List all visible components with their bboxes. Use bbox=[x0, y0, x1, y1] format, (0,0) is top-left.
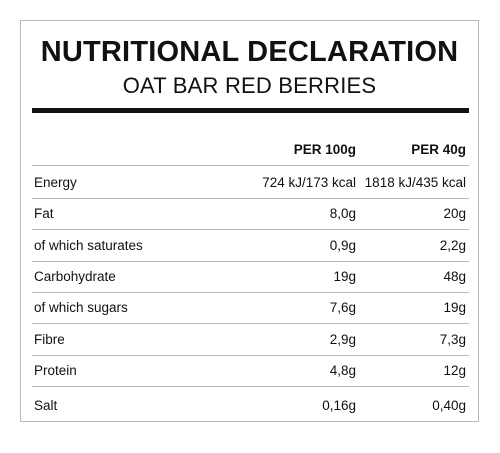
value-per-40g: 48g bbox=[443, 269, 466, 284]
column-header-per-40g: PER 40g bbox=[411, 142, 466, 157]
header-divider bbox=[32, 108, 469, 113]
nutrient-name: Energy bbox=[34, 175, 77, 190]
value-per-100g: 724 kJ/173 kcal bbox=[262, 175, 356, 190]
value-per-100g: 4,8g bbox=[329, 363, 356, 378]
table-header-row: PER 100g PER 40g bbox=[32, 113, 469, 166]
nutrient-name: of which saturates bbox=[34, 238, 143, 253]
nutrient-name: Protein bbox=[34, 363, 77, 378]
nutrient-name: Salt bbox=[34, 398, 58, 413]
value-per-100g: 2,9g bbox=[329, 332, 356, 347]
nutrient-name: Carbohydrate bbox=[34, 269, 116, 284]
value-per-40g: 20g bbox=[443, 206, 466, 221]
value-per-40g: 7,3g bbox=[439, 332, 466, 347]
value-per-40g: 1818 kJ/435 kcal bbox=[364, 175, 466, 190]
value-per-40g: 0,40g bbox=[432, 398, 466, 413]
table-row-energy: Energy 724 kJ/173 kcal 1818 kJ/435 kcal bbox=[32, 166, 469, 199]
nutrition-label: NUTRITIONAL DECLARATION OAT BAR RED BERR… bbox=[20, 20, 479, 422]
table-row-salt: Salt 0,16g 0,40g bbox=[32, 387, 469, 421]
table-row-sugars: of which sugars 7,6g 19g bbox=[32, 293, 469, 324]
value-per-100g: 0,16g bbox=[322, 398, 356, 413]
product-name: OAT BAR RED BERRIES bbox=[122, 73, 377, 98]
nutrient-name: of which sugars bbox=[34, 300, 128, 315]
value-per-100g: 8,0g bbox=[329, 206, 356, 221]
column-header-per-100g: PER 100g bbox=[293, 142, 356, 157]
table-row-saturates: of which saturates 0,9g 2,2g bbox=[32, 230, 469, 262]
table-row-protein: Protein 4,8g 12g bbox=[32, 356, 469, 387]
label-title: NUTRITIONAL DECLARATION bbox=[40, 36, 459, 68]
table-row-carbohydrate: Carbohydrate 19g 48g bbox=[32, 262, 469, 293]
table-row-fibre: Fibre 2,9g 7,3g bbox=[32, 324, 469, 356]
nutrient-name: Fat bbox=[34, 206, 54, 221]
table-row-fat: Fat 8,0g 20g bbox=[32, 199, 469, 230]
value-per-100g: 7,6g bbox=[329, 300, 356, 315]
value-per-40g: 19g bbox=[443, 300, 466, 315]
value-per-100g: 19g bbox=[333, 269, 356, 284]
value-per-40g: 2,2g bbox=[439, 238, 466, 253]
value-per-40g: 12g bbox=[443, 363, 466, 378]
nutrient-name: Fibre bbox=[34, 332, 65, 347]
value-per-100g: 0,9g bbox=[329, 238, 356, 253]
